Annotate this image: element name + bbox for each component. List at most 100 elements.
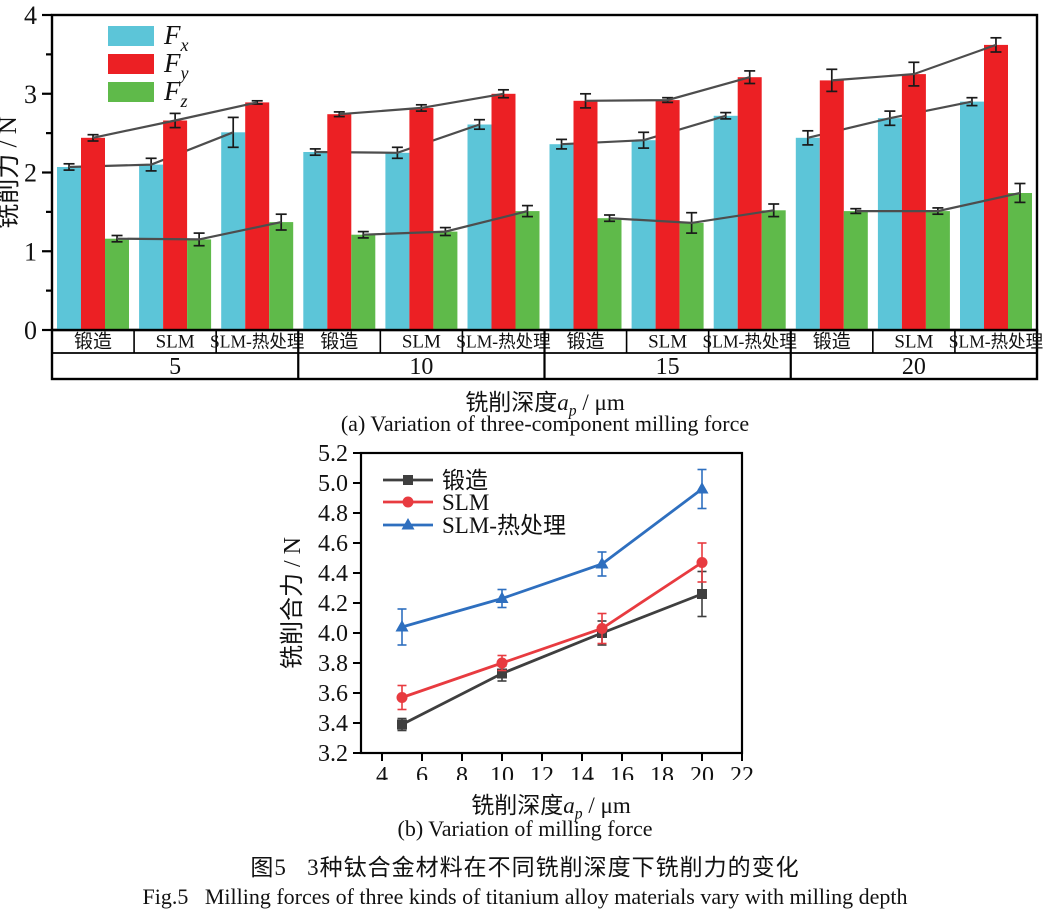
bar-Fy-d5-SLM-热处理	[245, 102, 270, 331]
material-cell-label: SLM-热处理	[210, 332, 304, 352]
legend-item-锻造: 锻造	[383, 468, 488, 493]
bar-Fy-d10-锻造	[327, 114, 352, 330]
legend-label-锻造: 锻造	[442, 468, 488, 493]
marker-circle	[396, 692, 408, 703]
material-cell-label: 锻造	[320, 331, 358, 353]
marker-triangle	[495, 591, 509, 603]
material-cell-label: 锻造	[567, 331, 605, 353]
y-tick-label-a: 4	[24, 1, 37, 30]
bar-Fz-d20-锻造	[843, 211, 868, 330]
y-axis-title-a: 铣削力 / N	[0, 116, 22, 229]
material-cell-label: SLM	[156, 332, 195, 353]
marker-square	[697, 589, 707, 599]
connector-line-Fz-d20	[855, 191, 1021, 213]
legend-item-Fz: Fz	[108, 76, 188, 111]
bar-Fx-d20-SLM-热处理	[960, 101, 984, 330]
bar-Fx-d20-锻造	[795, 137, 820, 330]
y-axis-title-b: 铣削合力 / N	[279, 537, 306, 669]
connector-line-Fz-d5	[116, 221, 282, 241]
marker-triangle	[401, 518, 415, 530]
connector-line-Fy-d20	[831, 43, 997, 82]
connector-line-Fz-d15	[609, 209, 774, 225]
connector-line-Fy-d15	[585, 76, 750, 102]
marker-square	[497, 668, 507, 679]
depth-group-label: 20	[902, 354, 926, 380]
marker-triangle	[395, 620, 409, 632]
bar-Fx-d5-锻造	[57, 167, 81, 330]
depth-group-label: 5	[169, 354, 181, 380]
x-tick-label-b: 18	[650, 763, 674, 780]
error-bar-Fy-d20-锻造	[826, 68, 838, 93]
error-bar-Fz-d10-锻造	[357, 230, 369, 239]
bar-Fy-d20-SLM-热处理	[984, 44, 1008, 331]
error-bar-Fy-d10-锻造	[333, 111, 345, 118]
bar-Fy-d15-SLM	[655, 100, 680, 330]
x-tick-label-b: 14	[570, 763, 594, 780]
legend-item-Fy: Fy	[108, 48, 189, 83]
plot-frame-b	[359, 451, 744, 755]
bar-Fy-d15-锻造	[573, 100, 598, 330]
chart-b-x-axis-label: 铣削深度ap / μm	[0, 786, 1050, 824]
y-tick-label-a: 2	[24, 159, 37, 188]
bar-Fz-d15-SLM	[679, 222, 704, 330]
material-cell-label: SLM	[402, 332, 441, 353]
connector-line-Fy-d10	[339, 92, 504, 116]
legend-item-SLM-热处理: SLM-热处理	[383, 513, 566, 538]
marker-triangle	[695, 482, 709, 494]
legend-label-SLM: SLM	[442, 490, 489, 515]
tspan-shape: z	[180, 91, 188, 111]
marker-circle	[496, 657, 508, 669]
bar-Fy-d5-锻造	[81, 137, 105, 330]
series-line-SLM	[401, 561, 703, 699]
chart-b-xlabel-variable: a	[563, 793, 575, 818]
x-tick-label-b: 16	[610, 763, 634, 780]
legend-swatch-Fy	[108, 54, 154, 74]
chart-a-xlabel-variable: a	[557, 390, 569, 415]
legend-label-SLM-热处理: SLM-热处理	[442, 513, 566, 538]
bar-Fz-d5-锻造	[105, 238, 129, 330]
chart-b-xlabel-prefix: 铣削深度	[471, 793, 564, 818]
x-tick-label-b: 20	[690, 763, 714, 780]
y-tick-label-b: 3.6	[318, 681, 348, 707]
material-cell-label: 锻造	[813, 331, 851, 353]
chart-b-xlabel-subscript: p	[574, 805, 583, 823]
material-cell-label: SLM-热处理	[703, 332, 797, 352]
bar-Fy-d5-SLM	[163, 120, 188, 330]
y-tick-label-b: 5.2	[318, 441, 348, 467]
y-tick-label-a: 3	[24, 80, 37, 109]
bar-Fx-d20-SLM	[877, 118, 902, 330]
error-bar-Fy-d15-SLM-热处理	[744, 70, 756, 85]
marker-circle	[696, 557, 708, 568]
marker-triangle	[595, 557, 609, 569]
error-bar-Fz-d15-SLM-热处理	[768, 203, 780, 218]
legend-swatch-Fz	[108, 82, 154, 102]
y-tick-label-b: 4.4	[318, 561, 348, 587]
bar-Fz-d10-锻造	[351, 234, 376, 330]
y-tick-label-b: 4.6	[318, 531, 348, 557]
y-tick-label-b: 5.0	[318, 471, 348, 497]
error-bar-Fz-d20-锻造	[850, 207, 862, 215]
bar-Fx-d5-SLM	[139, 164, 164, 330]
bar-Fz-d10-SLM	[433, 231, 458, 330]
bar-Fy-d10-SLM	[409, 107, 434, 331]
error-bar-Fx-d20-锻造	[802, 129, 814, 146]
tspan-shape: x	[180, 35, 189, 55]
chart-a-xlabel-prefix: 铣削深度	[465, 390, 558, 415]
figure-caption-english: Fig.5 Milling forces of three kinds of t…	[142, 884, 908, 909]
bar-Fz-d20-SLM	[925, 211, 950, 330]
legend-swatch-Fx	[108, 26, 154, 46]
connector-line-Fy-d5	[92, 101, 258, 139]
marker-square	[397, 719, 407, 730]
figure-caption-chinese: 图5 3种钛合金材料在不同铣削深度下铣削力的变化	[250, 855, 800, 880]
material-cell-label: 锻造	[74, 331, 112, 353]
depth-group-label: 15	[656, 354, 680, 380]
material-cell-label: SLM-热处理	[949, 332, 1043, 352]
bar-Fy-d20-SLM	[901, 74, 926, 330]
bar-Fz-d5-SLM	[187, 239, 212, 330]
bar-Fz-d15-锻造	[597, 218, 622, 330]
bar-Fx-d15-SLM	[631, 140, 656, 330]
y-tick-label-a: 0	[24, 316, 37, 345]
y-tick-label-b: 3.8	[318, 651, 348, 677]
error-bar-Fx-d15-SLM-热处理	[720, 111, 732, 120]
bar-Fx-d10-SLM	[385, 152, 410, 330]
